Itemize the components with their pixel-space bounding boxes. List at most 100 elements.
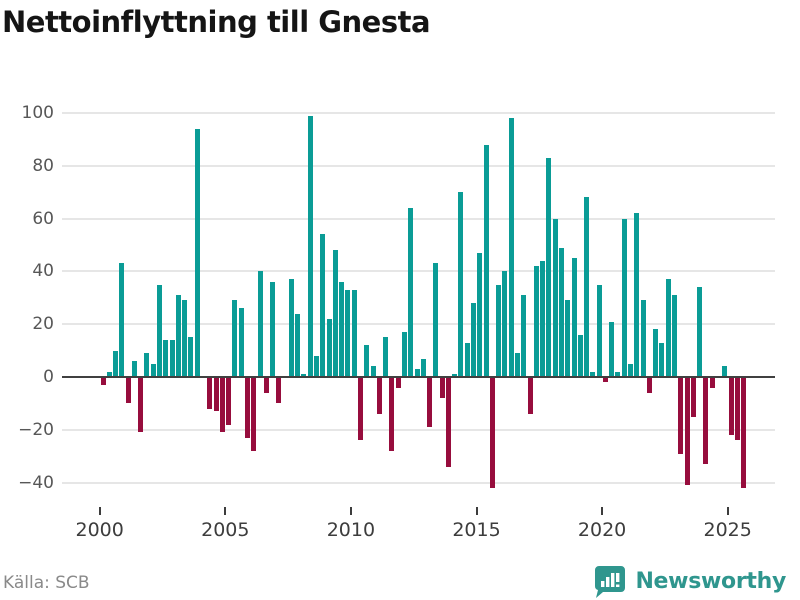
bar [257, 271, 263, 377]
bar [351, 289, 357, 377]
bar [584, 197, 590, 377]
newsworthy-logo: Newsworthy [591, 563, 786, 599]
bar [238, 308, 244, 377]
bar [213, 377, 219, 412]
bar [270, 281, 276, 377]
bar [433, 263, 439, 377]
bar [665, 279, 671, 377]
bar [628, 363, 634, 377]
newsworthy-logo-icon [595, 566, 626, 598]
bar [301, 374, 307, 377]
bar [577, 334, 583, 377]
bar [295, 313, 301, 377]
bar [182, 300, 188, 377]
bar [244, 377, 250, 438]
bar [219, 377, 225, 433]
y-axis-tick-label: −20 [18, 419, 54, 440]
bar [703, 377, 709, 465]
bar [408, 208, 414, 377]
bar [188, 337, 194, 377]
plot-area: 100 80 60 40 20 0 −20 −40 2000 2005 2010 2015 2020 20… [18, 90, 775, 550]
x-axis-tick-label: 2015 [452, 519, 501, 541]
bar [339, 281, 345, 377]
bar [514, 353, 520, 377]
bar [144, 353, 150, 377]
bar [602, 377, 608, 383]
chart-title: Nettoinflyttning till Gnesta [2, 5, 431, 39]
bar [276, 377, 282, 404]
x-axis-tick [726, 507, 729, 515]
bar [684, 377, 690, 486]
bar [376, 377, 382, 414]
gridline [62, 481, 775, 484]
bar [307, 115, 313, 377]
bar [119, 263, 125, 377]
bar [157, 284, 163, 377]
bar [653, 329, 659, 377]
bar [345, 289, 351, 377]
gridline [62, 112, 775, 114]
y-axis-tick-label: 40 [32, 261, 54, 282]
bar [326, 318, 332, 377]
x-axis-tick-label: 2025 [703, 519, 752, 541]
y-axis-tick-label: 0 [43, 367, 54, 387]
bar [722, 366, 728, 377]
bar [226, 377, 232, 425]
bar [671, 295, 677, 377]
x-axis-tick [475, 507, 478, 515]
y-axis-tick-label: 80 [32, 155, 54, 176]
bar [414, 369, 420, 377]
bar [138, 377, 144, 433]
bar [540, 260, 546, 377]
bar [640, 300, 646, 377]
bar [477, 252, 483, 377]
x-axis-tick-label: 2000 [75, 519, 124, 541]
bar [251, 377, 257, 451]
x-axis-tick [601, 507, 604, 515]
bar [320, 234, 326, 377]
bar [113, 350, 119, 377]
x-axis-tick-label: 2010 [326, 519, 376, 541]
bar [678, 377, 684, 454]
bar [558, 247, 564, 377]
bar [150, 363, 156, 377]
bar [194, 128, 200, 377]
bar [445, 377, 451, 467]
bar [546, 157, 552, 377]
bar [590, 371, 596, 377]
bar [288, 279, 294, 377]
bar [332, 250, 338, 377]
bar [232, 300, 238, 377]
bar [489, 377, 495, 488]
bar [439, 377, 445, 399]
bar [207, 377, 213, 409]
bar [621, 218, 627, 377]
source-note: Källa: SCB [3, 573, 90, 593]
bar [370, 366, 376, 377]
bar [163, 340, 169, 377]
bar [483, 144, 489, 377]
bar [100, 377, 106, 385]
bar [263, 377, 269, 393]
bar [395, 377, 401, 388]
y-axis-tick-label: 20 [32, 314, 54, 335]
y-axis-tick-label: 100 [21, 103, 54, 123]
bar [533, 266, 539, 377]
bar [596, 284, 602, 377]
bar [615, 371, 621, 377]
x-axis-tick [224, 507, 227, 515]
bar [357, 377, 363, 441]
y-axis-tick-label: 60 [32, 208, 54, 229]
gridline [62, 323, 775, 326]
x-axis-tick [98, 507, 101, 515]
bar [646, 377, 652, 393]
bar [609, 321, 615, 377]
bar [552, 218, 558, 377]
bar [496, 284, 502, 377]
gridline [62, 428, 775, 431]
bar [464, 342, 470, 377]
bar [314, 355, 320, 377]
bar [728, 377, 734, 436]
bar [571, 258, 577, 377]
